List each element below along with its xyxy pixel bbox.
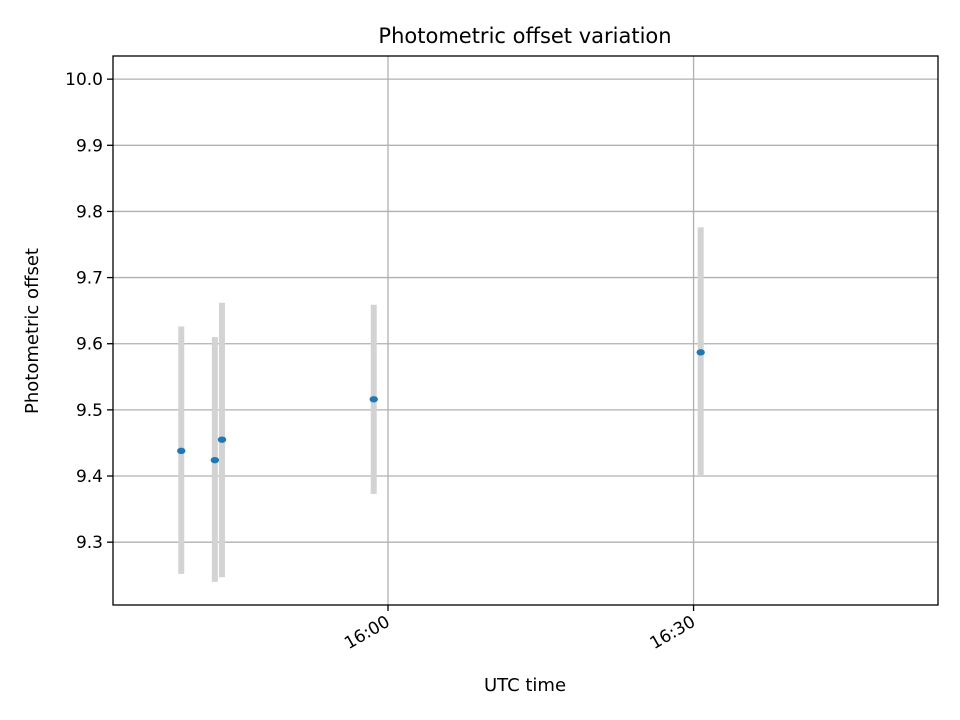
error-bars — [178, 227, 704, 582]
data-point — [369, 396, 378, 403]
axis-ticks: 16:00 16:30 9.3 9.4 9.5 9.6 9.7 9.8 9.9 10.0 — [65, 70, 699, 654]
chart-title: Photometric offset variation — [378, 24, 671, 48]
y-tick-label: 9.6 — [76, 335, 103, 355]
y-tick-label: 9.9 — [76, 136, 103, 156]
data-point — [217, 436, 227, 443]
grid — [113, 56, 938, 605]
x-tick-label: 16:00 — [341, 612, 393, 654]
data-point — [177, 447, 186, 455]
y-tick-label: 10.0 — [65, 70, 103, 90]
data-point — [210, 456, 220, 464]
y-tick-label: 9.5 — [76, 401, 103, 421]
y-tick-label: 9.3 — [76, 533, 103, 553]
y-tick-label: 9.7 — [76, 269, 103, 289]
y-tick-label: 9.8 — [76, 202, 103, 222]
plot-area-frame — [112, 55, 939, 606]
x-tick-label: 16:30 — [647, 612, 699, 654]
y-axis-label: Photometric offset — [22, 248, 43, 414]
y-tick-label: 9.4 — [76, 467, 103, 487]
data-points — [177, 349, 705, 464]
x-axis-label: UTC time — [484, 675, 566, 696]
data-point — [696, 349, 705, 356]
